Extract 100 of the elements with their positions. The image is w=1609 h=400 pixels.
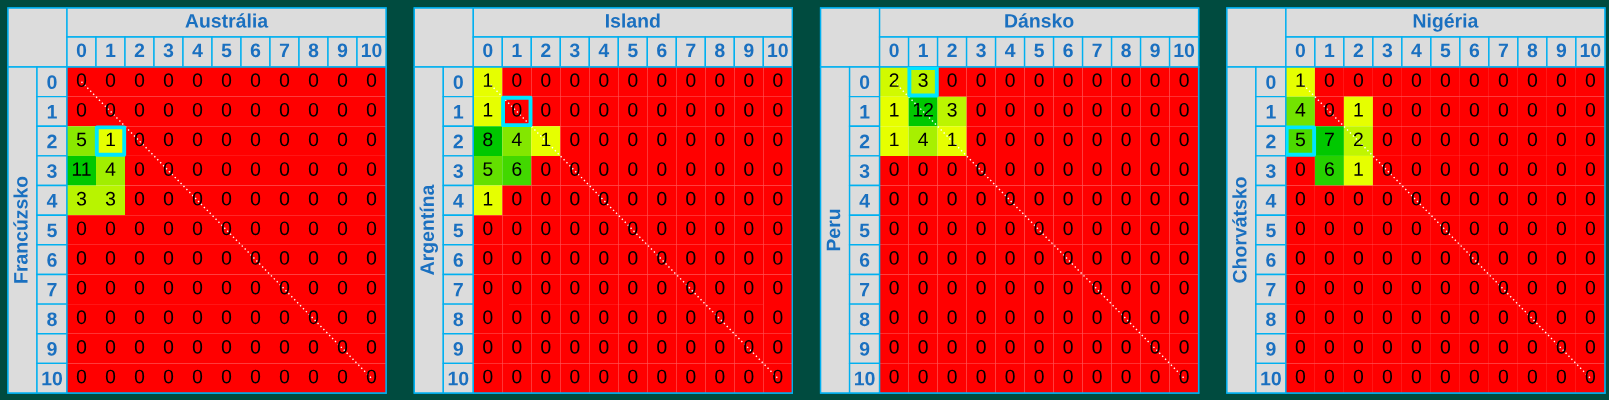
data-label: 0 (599, 310, 609, 325)
data-label: 0 (250, 162, 261, 176)
data-label: 12 (913, 102, 933, 117)
data-label: 0 (541, 340, 551, 354)
x-tick-label: 2 (541, 43, 551, 58)
data-label: 0 (1034, 280, 1044, 295)
data-label: 0 (628, 73, 638, 88)
data-label: 0 (628, 102, 638, 117)
data-label: 0 (976, 102, 986, 117)
data-label: 0 (715, 369, 725, 384)
data-label: 0 (1179, 73, 1189, 88)
data-label: 0 (744, 340, 754, 354)
data-label: 0 (1556, 191, 1567, 206)
data-label: 0 (889, 251, 899, 265)
data-label: 0 (1411, 221, 1422, 236)
data-label: 0 (1556, 340, 1567, 354)
data-label: 0 (686, 251, 696, 265)
data-label: 0 (541, 369, 551, 384)
data-label: 0 (337, 191, 348, 206)
y-tick-label: 10 (1261, 371, 1281, 386)
y-tick-label: 7 (1266, 282, 1276, 297)
data-label: 0 (512, 73, 522, 88)
data-label: 0 (221, 251, 232, 265)
data-label: 0 (1585, 340, 1596, 354)
x-tick-label: 3 (163, 43, 174, 58)
data-label: 0 (134, 340, 145, 354)
data-label: 0 (1063, 162, 1073, 176)
data-label: 0 (308, 191, 319, 206)
data-label: 0 (134, 162, 145, 176)
data-label: 0 (1382, 251, 1393, 265)
data-label: 0 (1295, 191, 1306, 206)
y-tick-label: 3 (47, 164, 57, 178)
y-axis-title: Chorvátsko (1232, 177, 1247, 283)
y-axis-title: Francúzsko (13, 176, 28, 283)
data-label: 0 (657, 221, 667, 236)
data-label: 0 (1469, 251, 1480, 265)
data-label: 0 (1063, 310, 1073, 325)
y-tick-label: 1 (860, 105, 870, 119)
data-label: 0 (715, 191, 725, 206)
data-label: 0 (483, 221, 493, 236)
data-label: 0 (1034, 340, 1044, 354)
data-label: 0 (308, 132, 319, 147)
data-label: 0 (221, 191, 232, 206)
data-label: 0 (1440, 162, 1451, 176)
data-label: 0 (570, 191, 580, 206)
data-label: 0 (483, 310, 493, 325)
data-label: 0 (1063, 132, 1073, 147)
data-label: 0 (1005, 162, 1015, 176)
data-label: 1 (948, 132, 957, 147)
y-tick-label: 1 (454, 105, 464, 119)
data-label: 0 (134, 310, 145, 325)
data-label: 0 (512, 340, 522, 354)
data-label: 0 (337, 102, 348, 117)
data-label: 0 (1440, 221, 1451, 236)
data-label: 5 (76, 132, 87, 147)
data-label: 0 (744, 162, 754, 176)
data-label: 0 (1121, 73, 1131, 88)
data-label: 0 (1585, 310, 1596, 325)
data-label: 0 (105, 280, 116, 295)
data-label: 0 (773, 221, 783, 236)
data-label: 0 (337, 340, 348, 354)
data-label: 0 (1440, 102, 1451, 117)
data-label: 0 (1005, 73, 1015, 88)
data-label: 0 (1382, 191, 1393, 206)
x-tick-label: 2 (134, 43, 145, 58)
data-label: 0 (76, 221, 87, 236)
x-tick-label: 10 (768, 43, 788, 58)
data-label: 0 (947, 280, 957, 295)
data-label: 0 (308, 340, 319, 354)
data-label: 0 (1382, 340, 1393, 354)
data-label: 0 (134, 221, 145, 236)
data-label: 0 (1382, 162, 1393, 176)
data-label: 0 (221, 310, 232, 325)
y-tick-label: 0 (47, 75, 57, 90)
data-label: 0 (1179, 221, 1189, 236)
data-label: 0 (570, 251, 580, 265)
data-label: 0 (1382, 310, 1393, 325)
data-label: 0 (715, 102, 725, 117)
data-label: 0 (686, 132, 696, 147)
data-label: 0 (715, 280, 725, 295)
y-tick-label: 4 (46, 194, 58, 208)
data-label: 0 (947, 191, 957, 206)
data-label: 0 (918, 280, 928, 295)
data-label: 0 (1324, 221, 1335, 236)
x-tick-label: 9 (1556, 43, 1567, 58)
data-label: 0 (773, 251, 783, 265)
data-label: 0 (1585, 280, 1596, 295)
data-label: 0 (657, 310, 667, 325)
data-label: 0 (570, 340, 580, 354)
data-label: 0 (1324, 310, 1335, 325)
data-label: 0 (1585, 251, 1596, 265)
data-label: 0 (744, 191, 754, 206)
x-tick-label: 2 (1353, 43, 1364, 58)
data-label: 0 (744, 132, 754, 147)
data-label: 0 (163, 340, 174, 354)
data-label: 1 (890, 132, 899, 147)
x-tick-label: 1 (512, 43, 522, 58)
data-label: 0 (889, 162, 899, 176)
data-label: 0 (308, 251, 319, 265)
data-label: 0 (1063, 221, 1073, 236)
